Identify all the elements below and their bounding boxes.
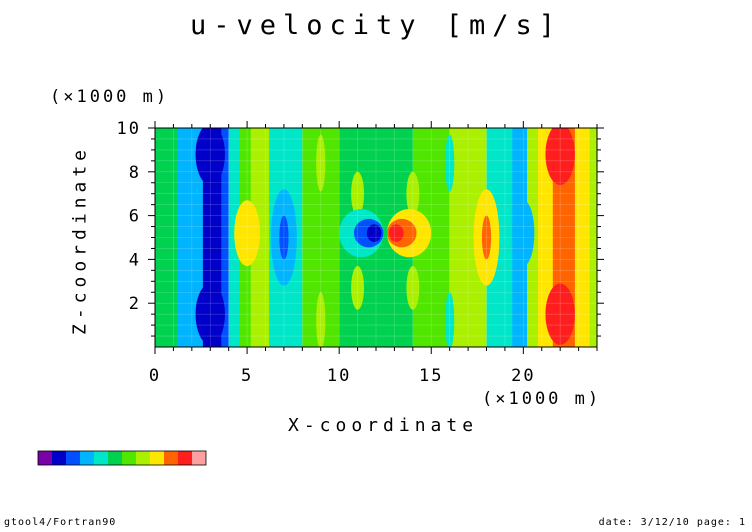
footer-date-page: date: 3/12/10 page: 1 xyxy=(598,517,746,528)
x-tick-label: 0 xyxy=(149,366,161,386)
contour-region-13 xyxy=(406,265,420,310)
contour-band-19 xyxy=(589,128,597,347)
contour-region-8 xyxy=(351,265,365,310)
contour-region-1 xyxy=(195,283,225,345)
contour-band-18 xyxy=(574,128,591,347)
contour-region-17 xyxy=(445,134,455,192)
x-axis-unit: (×1000 m) xyxy=(482,389,602,409)
colorbar-swatch-10 xyxy=(178,451,192,465)
x-tick-label: 20 xyxy=(511,366,535,386)
colorbar-swatch-0 xyxy=(38,451,52,465)
colorbar-swatch-11 xyxy=(192,451,206,465)
contour-band-16 xyxy=(538,128,554,347)
contour-region-22 xyxy=(545,128,575,185)
contour-band-7 xyxy=(250,128,270,347)
grid-lines xyxy=(155,128,597,347)
colorbar-swatch-3 xyxy=(80,451,94,465)
contour-region-21 xyxy=(512,200,535,266)
colorbar-swatch-4 xyxy=(94,451,108,465)
colorbar-swatch-2 xyxy=(66,451,80,465)
colorbar-frame xyxy=(37,450,207,466)
contour-band-1 xyxy=(177,128,189,347)
contour-region-18 xyxy=(445,292,455,347)
contour-band-0 xyxy=(155,128,178,347)
y-tick-label: 10 xyxy=(117,119,141,139)
contour-region-5 xyxy=(316,134,326,192)
colorbar-swatch-8 xyxy=(150,451,164,465)
footer-software: gtool4/Fortran90 xyxy=(4,517,117,528)
y-tick-label: 8 xyxy=(129,163,141,183)
colorbar-swatch-9 xyxy=(164,451,178,465)
x-tick-label: 15 xyxy=(419,366,443,386)
contour-region-16 xyxy=(388,224,404,242)
contour-band-2 xyxy=(188,128,204,347)
chart-title: u-velocity [m/s] xyxy=(189,10,563,41)
colorbar-swatch-6 xyxy=(122,451,136,465)
contour-region-4 xyxy=(279,215,289,260)
y-tick-label: 6 xyxy=(129,207,141,227)
contour-region-2 xyxy=(234,200,260,266)
contour-region-0 xyxy=(195,128,225,185)
axes: 0 5 10 15 20 2 4 6 8 10 xyxy=(117,119,604,386)
contour-region-12 xyxy=(406,171,420,216)
y-tick-label: 4 xyxy=(129,250,141,270)
contour-region-6 xyxy=(316,292,326,347)
colorbar-swatch-5 xyxy=(108,451,122,465)
colorbar-swatch-1 xyxy=(52,451,66,465)
y-axis-unit: (×1000 m) xyxy=(50,87,170,107)
contour-field xyxy=(155,128,597,347)
x-tick-label: 10 xyxy=(327,366,351,386)
x-axis-label: X-coordinate xyxy=(288,415,479,436)
y-tick-label: 2 xyxy=(129,294,141,314)
contour-region-23 xyxy=(545,283,575,345)
colorbar-swatch-7 xyxy=(136,451,150,465)
contour-region-11 xyxy=(366,224,382,242)
x-tick-label: 5 xyxy=(241,366,253,386)
colorbar xyxy=(37,450,207,466)
contour-region-20 xyxy=(481,215,492,260)
contour-region-7 xyxy=(351,171,365,216)
contour-band-4 xyxy=(221,128,230,347)
